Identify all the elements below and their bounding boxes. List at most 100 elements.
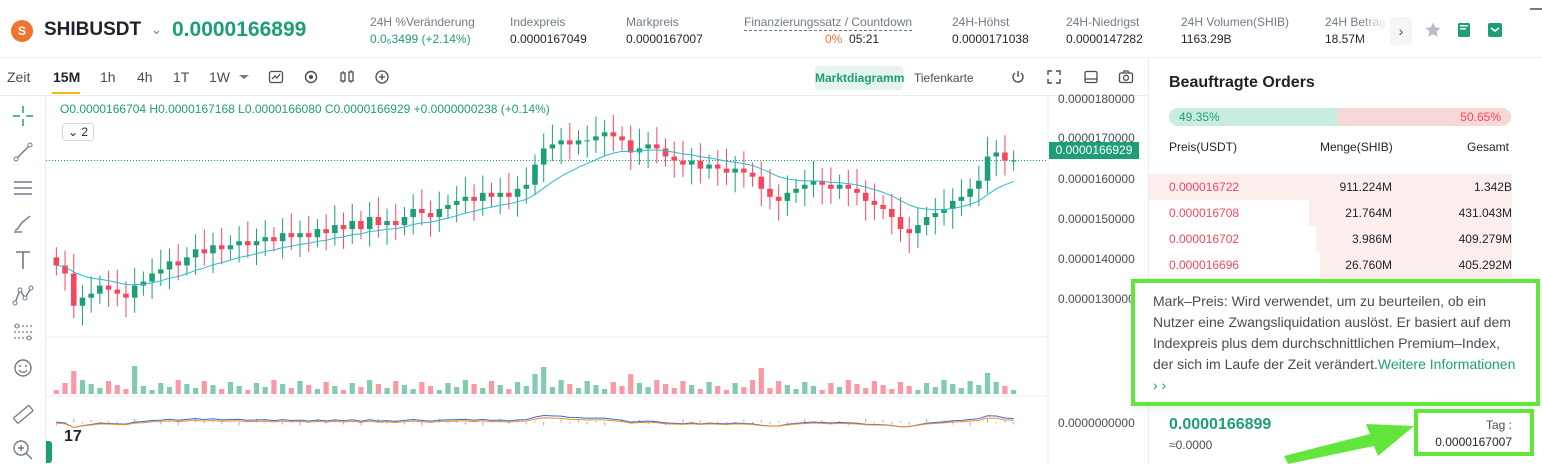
tab-market-chart[interactable]: Marktdiagramm (815, 66, 904, 90)
macd-histogram-bar (882, 420, 884, 423)
macd-histogram-bar (160, 422, 162, 425)
volume-bar (427, 386, 434, 394)
macd-histogram-bar (247, 422, 249, 423)
interval-1t[interactable]: 1T (173, 69, 190, 85)
candle-body (662, 148, 669, 157)
candle-body (784, 192, 791, 201)
candle-body (88, 293, 94, 298)
macd-histogram-bar (221, 422, 223, 425)
chart-type-icon[interactable] (268, 69, 284, 85)
pattern-icon[interactable] (11, 284, 35, 308)
star-icon[interactable] (1424, 21, 1442, 39)
interval-15m[interactable]: 15M (53, 69, 81, 85)
volume-bar (1002, 386, 1008, 394)
interval-time[interactable]: Zeit (7, 69, 31, 85)
add-icon[interactable] (374, 69, 390, 85)
ask-row[interactable]: 0.000016696 26.760M 405.292M (1149, 252, 1542, 278)
volume-bar (306, 385, 312, 394)
candlestick-chart[interactable] (46, 96, 1148, 464)
settings-icon[interactable] (303, 69, 319, 85)
text-icon[interactable] (11, 248, 35, 272)
macd-histogram-bar (987, 419, 989, 423)
ruler-icon[interactable] (11, 402, 35, 426)
macd-histogram-bar (769, 422, 771, 425)
power-icon[interactable] (1010, 69, 1026, 85)
emoji-icon[interactable] (11, 356, 35, 380)
calculator-icon[interactable] (1486, 21, 1504, 39)
collapse-handle[interactable] (46, 441, 52, 463)
price-chart[interactable]: O0.0000166704 H0.0000167168 L0.000016608… (46, 92, 1148, 464)
volume-bar (976, 385, 982, 394)
camera-icon[interactable] (1118, 69, 1134, 85)
candle-body (749, 172, 756, 177)
candle-body (471, 196, 477, 201)
volume-bar (932, 387, 938, 394)
candle-body (392, 221, 399, 226)
volume-bar (802, 382, 808, 394)
crosshair-icon[interactable] (11, 104, 35, 128)
volume-bar (662, 384, 669, 394)
depth-bar (1149, 174, 1512, 200)
candle-body (358, 221, 364, 230)
macd-histogram-bar (403, 422, 405, 425)
buy-sell-ratio-bar: 49.35% 50.65% (1169, 108, 1511, 126)
ask-row[interactable]: 0.000016708 21.764M 431.043M (1149, 200, 1542, 226)
macd-histogram-bar (177, 422, 179, 426)
book-icon[interactable] (1455, 21, 1473, 39)
macd-histogram-bar (908, 422, 910, 426)
layout-icon[interactable] (1083, 69, 1099, 85)
macd-histogram-bar (264, 422, 266, 424)
candle-body (366, 217, 373, 230)
stat-label[interactable]: Finanzierungssatz / Countdown (744, 15, 913, 31)
menu-icon[interactable] (1530, 8, 1542, 10)
chevron-down-icon[interactable] (236, 69, 252, 85)
interval-1h[interactable]: 1h (100, 69, 116, 85)
volume-bar (245, 390, 251, 394)
zoom-in-icon[interactable] (11, 438, 35, 462)
macd-histogram-bar (412, 421, 414, 423)
measure-icon[interactable] (11, 320, 35, 344)
interval-1w[interactable]: 1W (209, 69, 230, 85)
chevron-right-icon[interactable]: › › (1153, 377, 1167, 393)
volume-bar (192, 388, 199, 394)
chevron-down-icon[interactable]: ⌄ (151, 22, 162, 37)
horizontal-lines-icon[interactable] (11, 176, 35, 200)
candle-body (210, 245, 216, 254)
macd-histogram-bar (351, 421, 353, 423)
candle-body (932, 212, 939, 218)
candle-body (340, 225, 347, 230)
column-header-quantity: Menge(SHIB) (1320, 140, 1393, 154)
tooltip-text: Mark–Preis: Wird verwendet, um zu beurte… (1153, 293, 1511, 372)
volume-bar (332, 386, 338, 394)
stat-funding[interactable]: Finanzierungssatz / Countdown 0% 05:21 (744, 15, 913, 46)
macd-histogram-bar (1013, 422, 1015, 425)
candle-body (462, 196, 469, 201)
trendline-icon[interactable] (11, 140, 35, 164)
macd-histogram-bar (612, 422, 614, 423)
candle-body (427, 212, 434, 218)
volume-bar (784, 385, 790, 394)
y-tick-label: 0.0000150000 (1058, 212, 1135, 226)
volume-bar (689, 385, 695, 394)
indicator-legend-toggle[interactable]: ⌄ 2 (62, 123, 94, 141)
volume-bar (523, 386, 529, 394)
ask-row[interactable]: 0.000016722 911.224M 1.342B (1149, 174, 1542, 200)
scroll-right-button[interactable]: › (1390, 17, 1412, 45)
ask-row[interactable]: 0.000016702 3.986M 409.279M (1149, 226, 1542, 252)
candle-body (297, 233, 303, 238)
symbol-selector[interactable]: SHIBUSDT (44, 19, 142, 40)
macd-histogram-bar (229, 421, 231, 423)
fullscreen-icon[interactable] (1046, 69, 1062, 85)
interval-4h[interactable]: 4h (137, 69, 153, 85)
candle-body (236, 241, 242, 246)
indicators-icon[interactable] (339, 69, 355, 85)
volume-bar (706, 382, 712, 394)
macd-histogram-bar (926, 419, 928, 423)
volume-bar (97, 388, 103, 394)
macd-histogram-bar (752, 422, 754, 424)
candle-body (1002, 152, 1008, 161)
tab-depth-chart[interactable]: Tiefenkarte (914, 71, 974, 85)
macd-histogram-bar (90, 420, 92, 423)
brush-icon[interactable] (11, 212, 35, 236)
more-info-link[interactable]: Weitere Informationen (1377, 356, 1516, 372)
